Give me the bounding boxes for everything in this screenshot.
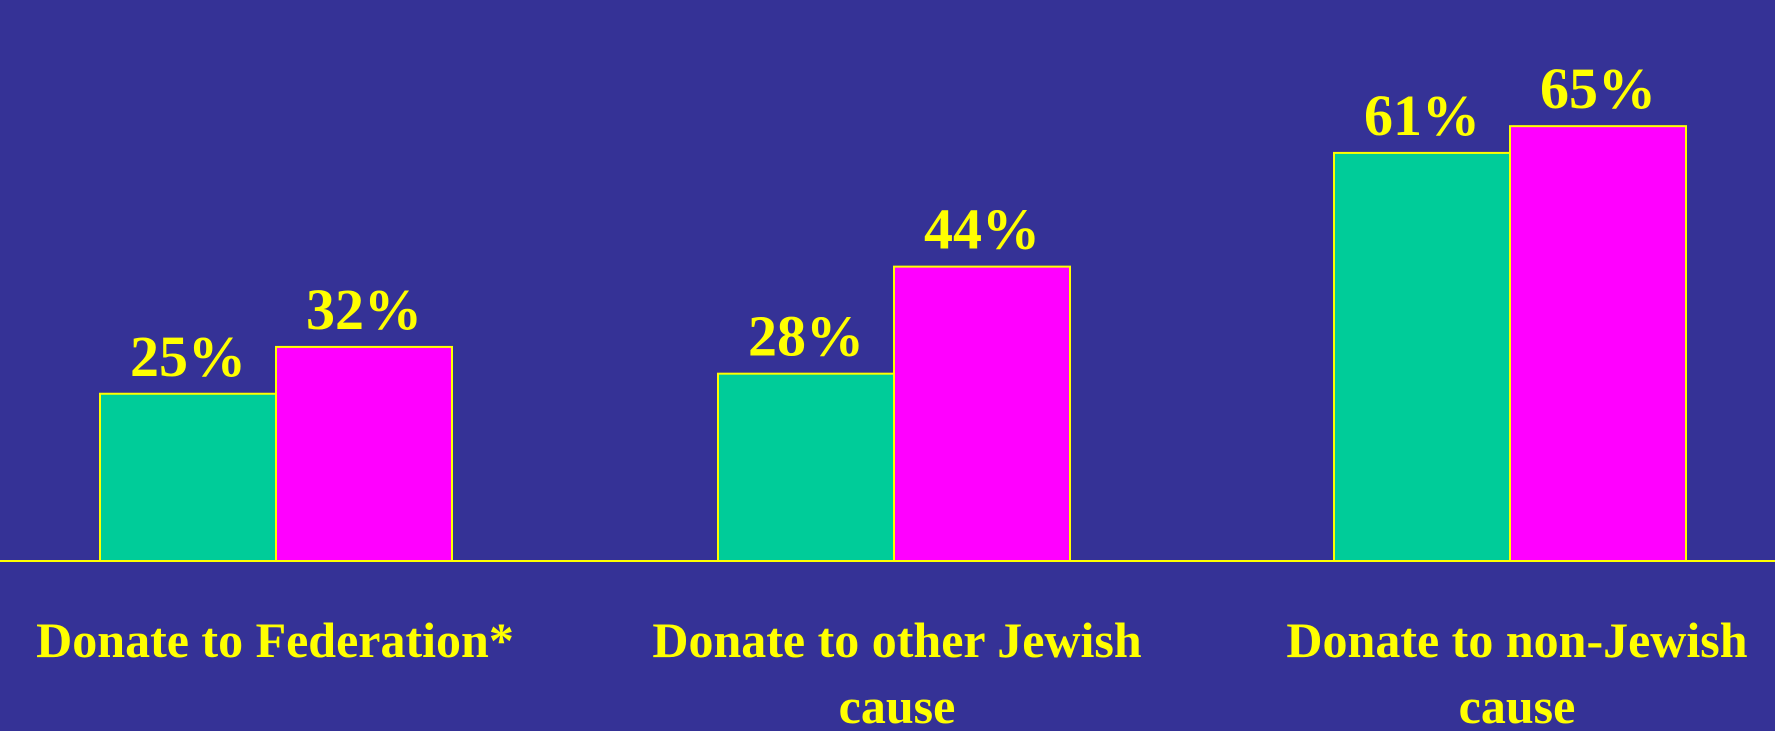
category-labels-group: Donate to Federation* Donate to other Jew… xyxy=(36,612,1748,726)
bars-group xyxy=(100,126,1686,561)
bar-series-2-category-3 xyxy=(1510,126,1686,561)
bar-series-1-category-3 xyxy=(1334,153,1510,561)
bar-series-2-category-2 xyxy=(894,267,1070,561)
value-label-series-1-category-2: 28% xyxy=(748,304,864,369)
category-label-2-line-1: Donate to other Jewish xyxy=(652,612,1141,668)
value-label-series-2-category-3: 65% xyxy=(1540,56,1656,121)
value-label-series-1-category-3: 61% xyxy=(1364,83,1480,148)
category-label-3-line-1: Donate to non-Jewish xyxy=(1286,612,1747,668)
bar-series-2-category-1 xyxy=(276,347,452,561)
value-label-series-2-category-1: 32% xyxy=(306,277,422,342)
bar-series-1-category-2 xyxy=(718,374,894,561)
category-label-1-line-1: Donate to Federation* xyxy=(36,612,514,668)
value-label-series-1-category-1: 25% xyxy=(130,324,246,389)
value-label-series-2-category-2: 44% xyxy=(924,197,1040,262)
bar-series-1-category-1 xyxy=(100,394,276,561)
category-label-2-line-2: cause xyxy=(839,678,956,726)
category-label-3-line-2: cause xyxy=(1459,678,1576,726)
